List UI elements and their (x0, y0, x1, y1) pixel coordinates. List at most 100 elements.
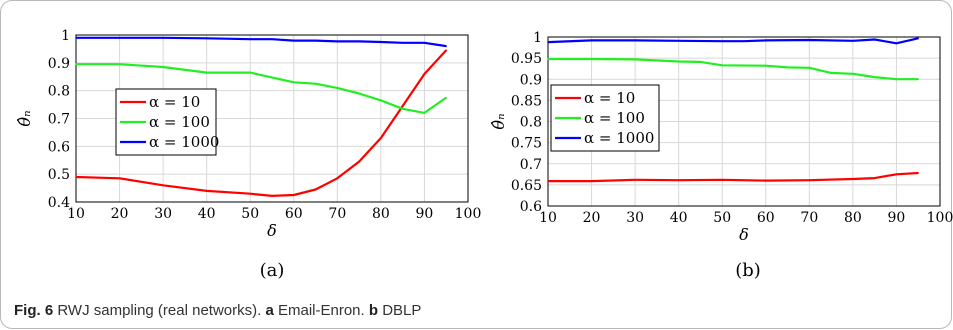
data-point (249, 192, 252, 195)
x-tick-label: 70 (328, 206, 346, 222)
data-point (75, 36, 77, 39)
data-point (764, 64, 767, 67)
data-point (547, 41, 549, 43)
data-point (75, 176, 77, 178)
x-tick-label: 100 (927, 210, 953, 226)
data-point (445, 96, 448, 99)
y-tick-label: 1 (533, 30, 542, 46)
data-point (721, 40, 724, 43)
x-axis-label: δ (739, 225, 749, 244)
data-point (314, 188, 317, 191)
y-tick-label: 0.6 (520, 199, 542, 215)
legend-entry: α = 1000 (149, 133, 219, 151)
y-tick-label: 0.95 (511, 51, 542, 67)
caption-b-text: DBLP (382, 302, 422, 319)
x-tick-label: 40 (198, 206, 216, 222)
y-tick-label: 0.6 (48, 139, 70, 155)
legend-entry: α = 1000 (584, 129, 654, 147)
data-point (271, 195, 273, 197)
data-point (873, 177, 876, 179)
caption-a-letter: a (265, 302, 274, 319)
caption-text: RWJ sampling (real networks). (57, 302, 262, 319)
data-point (917, 78, 920, 81)
data-point (547, 180, 549, 182)
x-tick-label: 20 (583, 210, 601, 226)
x-tick-label: 80 (844, 210, 862, 226)
data-point (423, 112, 426, 114)
y-tick-label: 1 (61, 28, 70, 44)
data-point (721, 179, 724, 181)
data-point (721, 64, 724, 67)
data-point (445, 49, 448, 52)
y-tick-label: 0.7 (48, 112, 70, 128)
data-point (808, 67, 811, 69)
data-point (358, 160, 360, 163)
data-point (590, 180, 593, 182)
data-point (358, 92, 360, 95)
y-tick-label: 0.7 (520, 157, 542, 173)
data-point (917, 37, 920, 40)
y-tick-label: 0.85 (511, 93, 542, 109)
x-tick-label: 10 (539, 210, 557, 226)
data-point (808, 179, 811, 182)
data-point (336, 177, 339, 180)
legend-entry: α = 10 (584, 89, 635, 107)
data-point (852, 72, 854, 75)
data-point (292, 39, 295, 42)
x-tick-label: 50 (241, 206, 259, 222)
y-tick-label: 0.9 (520, 72, 542, 88)
data-point (380, 41, 382, 43)
legend-entry: α = 100 (149, 113, 210, 131)
figure-caption: Fig. 6 RWJ sampling (real networks). a E… (14, 302, 421, 319)
data-point (895, 173, 898, 176)
x-tick-label: 30 (154, 206, 172, 222)
data-point (205, 71, 208, 74)
data-point (634, 58, 636, 61)
data-point (634, 179, 636, 181)
data-point (764, 39, 767, 42)
data-point (895, 42, 898, 45)
data-point (401, 107, 404, 110)
legend-entry: α = 100 (584, 109, 645, 127)
x-tick-label: 90 (416, 206, 434, 222)
x-tick-label: 30 (626, 210, 644, 226)
data-point (271, 38, 273, 40)
data-point (162, 184, 164, 187)
y-tick-label: 0.4 (48, 195, 70, 211)
y-tick-label: 0.65 (511, 178, 542, 194)
data-point (743, 40, 745, 43)
y-tick-label: 0.8 (48, 84, 70, 100)
data-point (118, 63, 121, 66)
x-tick-label: 80 (372, 206, 390, 222)
data-point (764, 179, 767, 182)
data-point (380, 137, 382, 139)
y-tick-label: 0.5 (48, 167, 70, 183)
series-line-0 (75, 49, 448, 197)
data-point (75, 63, 77, 66)
data-point (292, 81, 295, 84)
data-point (873, 38, 876, 41)
data-point (292, 194, 295, 196)
data-point (205, 190, 208, 192)
data-point (590, 58, 593, 60)
panel-label: (b) (735, 260, 761, 281)
data-point (401, 105, 404, 107)
data-point (118, 177, 121, 180)
data-point (423, 73, 426, 75)
y-tick-label: 0.75 (511, 136, 542, 152)
data-point (852, 40, 854, 42)
data-point (118, 36, 121, 39)
data-point (249, 38, 252, 40)
y-tick-label: 0.9 (48, 56, 70, 72)
caption-a-text: Email-Enron. (277, 302, 365, 319)
data-point (547, 58, 549, 60)
x-tick-label: 90 (888, 210, 906, 226)
chart-panel-a: 0.4 0.5 0.6 0.7 0.8 0.9 1 10 20 30 40 50 60 70 80 90 100… (15, 28, 481, 281)
data-point (162, 36, 164, 39)
series-line-2 (547, 37, 919, 45)
x-tick-label: 50 (713, 210, 731, 226)
data-point (699, 61, 702, 63)
data-point (205, 37, 208, 40)
y-axis-label: θ̂ₙ (15, 110, 34, 126)
data-point (249, 71, 252, 74)
